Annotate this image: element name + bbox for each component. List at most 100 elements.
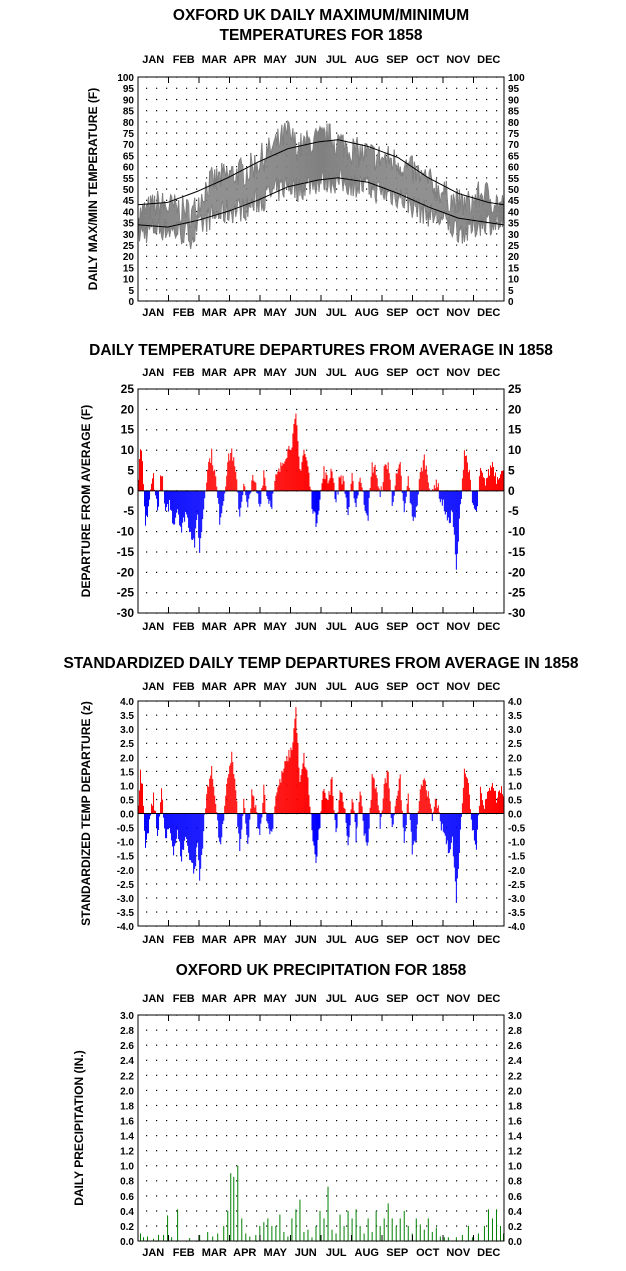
grid-dot <box>146 1180 148 1182</box>
grid-dot <box>226 742 228 744</box>
grid-dot <box>356 770 358 773</box>
grid-dot <box>406 883 408 885</box>
grid-dot <box>396 827 398 829</box>
y-tick-label-right: 25 <box>508 241 520 252</box>
grid-dot <box>256 121 258 123</box>
grid-dot <box>196 1165 198 1167</box>
data-marks <box>140 1165 504 1241</box>
grid-dot <box>176 1059 178 1061</box>
grid-dot <box>386 551 388 553</box>
grid-dot <box>206 132 208 134</box>
grid-dot <box>246 571 248 573</box>
grid-dot <box>426 1180 428 1182</box>
grid-dot <box>496 855 498 857</box>
grid-dot <box>316 1104 318 1107</box>
grid-dot <box>406 1210 408 1212</box>
grid-dot <box>376 1119 378 1122</box>
grid-dot <box>156 1089 158 1092</box>
grid-dot <box>446 714 448 716</box>
grid-dot <box>496 551 498 553</box>
grid-dot <box>496 154 498 157</box>
month-label-top: DEC <box>477 993 500 1005</box>
grid-dot <box>266 199 268 201</box>
grid-dot <box>166 855 168 857</box>
grid-dot <box>446 1135 448 1137</box>
grid-dot <box>236 255 238 257</box>
grid-dot <box>276 210 278 213</box>
grid-dot <box>416 154 418 157</box>
grid-dot <box>336 1029 338 1031</box>
grid-dot <box>356 1225 358 1227</box>
grid-dot <box>266 531 268 533</box>
grid-dot <box>146 449 148 451</box>
y-tick-label-right: 3.0 <box>508 725 522 736</box>
grid-dot <box>256 841 258 843</box>
grid-dot <box>416 883 418 885</box>
grid-dot <box>416 798 418 801</box>
grid-dot <box>286 1135 288 1137</box>
grid-dot <box>486 510 488 512</box>
grid-dot <box>276 897 278 899</box>
grid-dot <box>256 1195 258 1197</box>
grid-dot <box>316 210 318 213</box>
month-label-bottom: OCT <box>416 621 440 633</box>
y-tick-label-left: 100 <box>117 73 134 84</box>
grid-dot <box>376 255 378 257</box>
grid-dot <box>436 132 438 134</box>
y-tick-label-left: 50 <box>123 185 135 196</box>
grid-dot <box>346 1210 348 1212</box>
grid-dot <box>316 289 318 291</box>
y-tick-label-left: 75 <box>123 129 135 140</box>
grid-dot <box>466 1225 468 1227</box>
grid-dot <box>296 222 298 224</box>
grid-dot <box>416 255 418 257</box>
grid-dot <box>236 714 238 716</box>
grid-dot <box>246 855 248 857</box>
grid-dot <box>486 728 488 730</box>
grid-dot <box>346 87 348 89</box>
grid-dot <box>336 531 338 533</box>
grid-dot <box>476 1195 478 1197</box>
grid-dot <box>326 1104 328 1107</box>
grid-dot <box>316 883 318 885</box>
grid-dot <box>366 222 368 224</box>
grid-dot <box>346 551 348 553</box>
grid-dot <box>406 1180 408 1182</box>
grid-dot <box>216 827 218 829</box>
grid-dot <box>186 1059 188 1061</box>
grid-dot <box>286 1165 288 1167</box>
grid-dot <box>426 233 428 235</box>
y-tick-label-right: -1.0 <box>508 838 526 849</box>
grid-dot <box>326 784 328 787</box>
grid-dot <box>336 1195 338 1197</box>
y-tick-label-left: 90 <box>123 95 135 106</box>
grid-dot <box>386 756 388 758</box>
grid-dot <box>486 110 488 112</box>
grid-dot <box>436 1029 438 1031</box>
grid-dot <box>436 1180 438 1182</box>
grid-dot <box>326 121 328 123</box>
grid-dot <box>496 222 498 224</box>
grid-dot <box>446 266 448 269</box>
grid-dot <box>346 244 348 246</box>
grid-dot <box>486 571 488 573</box>
grid-dot <box>246 255 248 257</box>
grid-dot <box>236 1074 238 1076</box>
grid-dot <box>496 188 498 190</box>
grid-dot <box>456 177 458 179</box>
grid-dot <box>286 1210 288 1212</box>
grid-dot <box>166 132 168 134</box>
grid-dot <box>376 1104 378 1107</box>
grid-dot <box>316 1195 318 1197</box>
grid-dot <box>386 210 388 213</box>
grid-dot <box>456 143 458 145</box>
grid-dot <box>156 827 158 829</box>
grid-dot <box>286 897 288 899</box>
grid-dot <box>376 742 378 744</box>
grid-dot <box>206 855 208 857</box>
grid-dot <box>286 429 288 431</box>
grid-dot <box>336 98 338 101</box>
y-tick-label-right: 3.5 <box>508 711 522 722</box>
grid-dot <box>146 177 148 179</box>
grid-dot <box>366 87 368 89</box>
